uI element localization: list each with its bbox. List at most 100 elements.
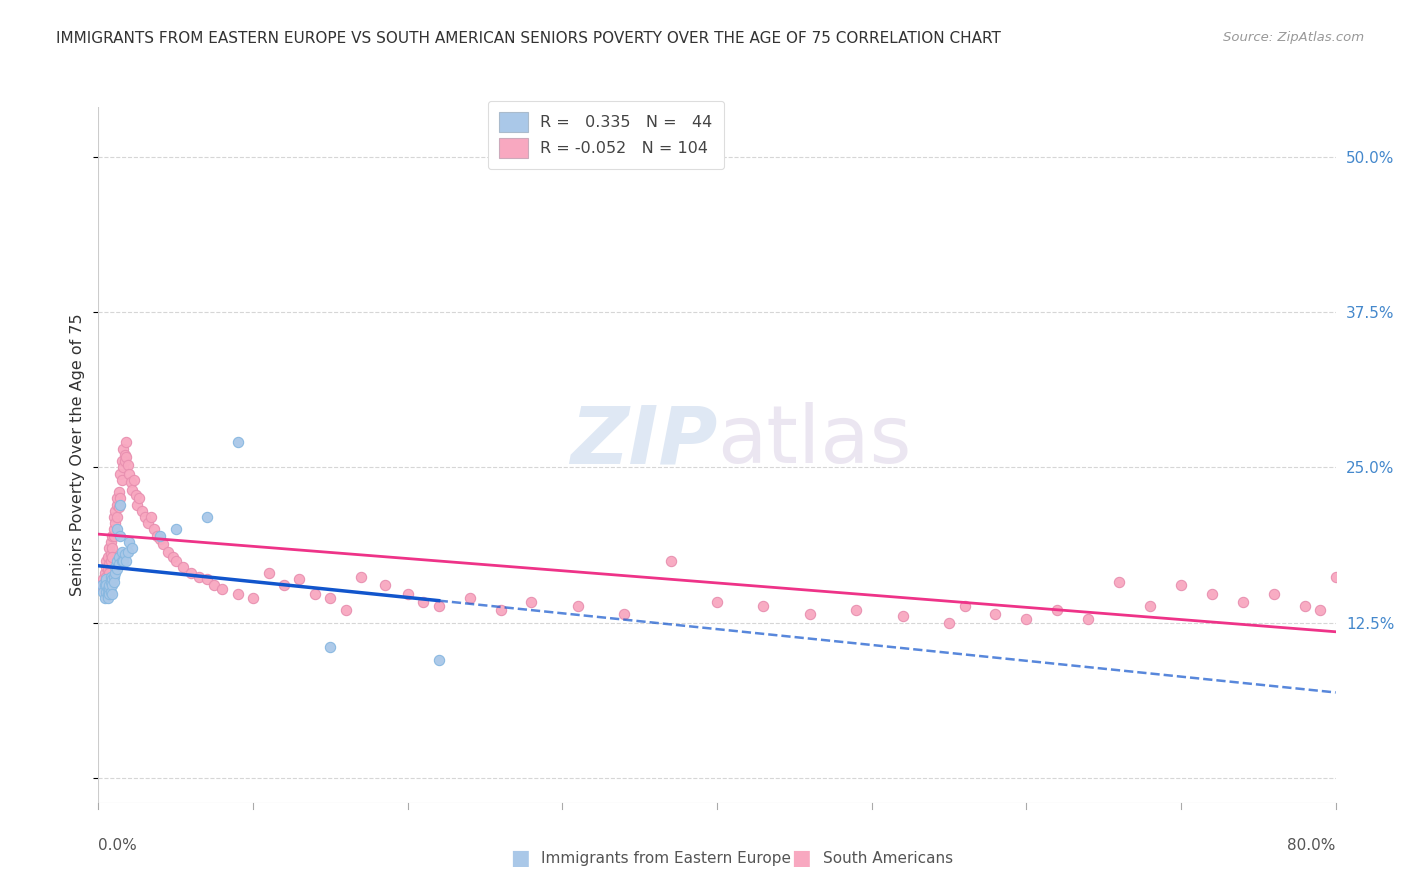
Point	[105, 510, 128, 524]
Point	[1309, 603, 1331, 617]
Point	[613, 607, 636, 621]
Point	[91, 584, 114, 599]
Point	[101, 587, 124, 601]
Text: atlas: atlas	[717, 402, 911, 480]
Point	[115, 435, 138, 450]
Point	[90, 578, 112, 592]
Point	[1170, 578, 1192, 592]
Point	[1263, 587, 1285, 601]
Point	[412, 594, 434, 608]
Point	[104, 504, 127, 518]
Point	[458, 591, 481, 605]
Point	[146, 529, 169, 543]
Text: 80.0%: 80.0%	[1288, 838, 1336, 853]
Point	[97, 582, 120, 596]
Text: Immigrants from Eastern Europe: Immigrants from Eastern Europe	[541, 851, 792, 865]
Point	[105, 523, 128, 537]
Point	[567, 599, 589, 614]
Point	[97, 587, 120, 601]
Point	[131, 504, 153, 518]
Text: ■: ■	[792, 848, 811, 868]
Point	[111, 473, 134, 487]
Point	[100, 547, 122, 561]
Point	[953, 599, 976, 614]
Point	[374, 578, 396, 592]
Point	[157, 545, 180, 559]
Point	[226, 587, 249, 601]
Point	[127, 498, 149, 512]
Point	[173, 559, 195, 574]
Point	[93, 591, 115, 605]
Point	[180, 566, 202, 580]
Point	[165, 553, 187, 567]
Point	[104, 566, 127, 580]
Point	[96, 578, 118, 592]
Point	[120, 475, 142, 490]
Legend: R =   0.335   N =   44, R = -0.052   N = 104: R = 0.335 N = 44, R = -0.052 N = 104	[488, 101, 724, 169]
Point	[105, 491, 128, 506]
Point	[242, 591, 264, 605]
Point	[100, 574, 122, 589]
Point	[96, 559, 118, 574]
Point	[91, 582, 114, 596]
Point	[98, 582, 121, 596]
Point	[1077, 612, 1099, 626]
Point	[273, 578, 295, 592]
Point	[97, 591, 120, 605]
Point	[114, 547, 136, 561]
Point	[107, 500, 129, 514]
Text: South Americans: South Americans	[823, 851, 953, 865]
Point	[1108, 574, 1130, 589]
Point	[101, 578, 124, 592]
Text: 0.0%: 0.0%	[98, 838, 138, 853]
Point	[335, 603, 357, 617]
Point	[752, 599, 775, 614]
Point	[105, 553, 128, 567]
Point	[121, 541, 143, 555]
Point	[319, 640, 342, 655]
Point	[938, 615, 960, 630]
Point	[139, 510, 162, 524]
Point	[96, 553, 118, 567]
Point	[118, 534, 141, 549]
Point	[98, 541, 121, 555]
Point	[100, 570, 122, 584]
Point	[97, 549, 120, 564]
Point	[162, 549, 184, 564]
Point	[107, 485, 129, 500]
Point	[104, 559, 127, 574]
Point	[103, 510, 125, 524]
Point	[396, 587, 419, 601]
Point	[195, 572, 218, 586]
Point	[211, 582, 233, 596]
Point	[97, 572, 120, 586]
Text: IMMIGRANTS FROM EASTERN EUROPE VS SOUTH AMERICAN SENIORS POVERTY OVER THE AGE OF: IMMIGRANTS FROM EASTERN EUROPE VS SOUTH …	[56, 31, 1001, 46]
Point	[114, 454, 136, 468]
Point	[98, 578, 121, 592]
Point	[107, 549, 129, 564]
Point	[149, 529, 172, 543]
Point	[122, 473, 145, 487]
Point	[1232, 594, 1254, 608]
Point	[112, 442, 135, 456]
Point	[799, 607, 821, 621]
Point	[204, 578, 226, 592]
Point	[845, 603, 868, 617]
Point	[100, 534, 122, 549]
Text: ■: ■	[510, 848, 530, 868]
Point	[108, 467, 131, 481]
Point	[103, 570, 125, 584]
Point	[117, 545, 139, 559]
Point	[112, 460, 135, 475]
Point	[101, 541, 124, 555]
Point	[105, 498, 128, 512]
Point	[1201, 587, 1223, 601]
Point	[1015, 612, 1038, 626]
Point	[101, 572, 124, 586]
Point	[114, 448, 136, 462]
Point	[103, 523, 125, 537]
Point	[520, 594, 543, 608]
Point	[136, 516, 159, 531]
Point	[112, 553, 135, 567]
Point	[891, 609, 914, 624]
